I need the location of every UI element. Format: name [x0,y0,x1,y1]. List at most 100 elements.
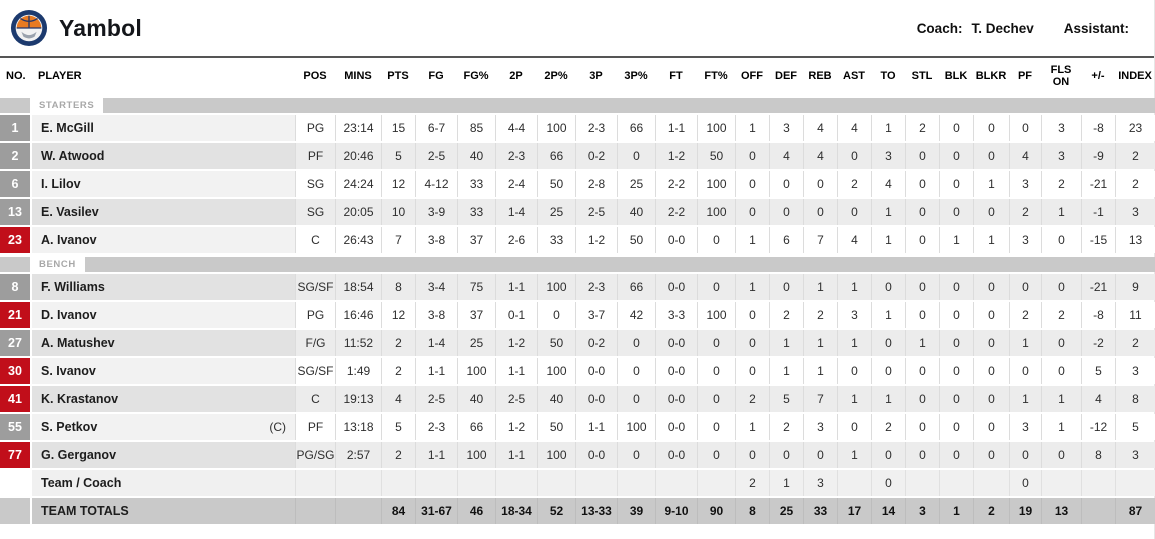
stat-2p: 4-4 [495,115,537,141]
stat-index: 2 [1115,171,1155,197]
stat-off: 1 [735,274,769,300]
column-header-player: PLAYER [38,70,82,82]
stat-index: 2 [1115,330,1155,356]
stat-off: 0 [735,302,769,328]
stat-pf: 4 [1009,143,1041,169]
stat-ast: 1 [837,386,871,412]
stat-2ppct: 50 [537,414,575,440]
column-header-mins: MINS [344,70,372,82]
section-bar-fill [103,98,1155,113]
stat-ast: 1 [837,330,871,356]
column-header-3p: 3P [589,70,603,82]
stat-3p: 1-2 [575,227,617,253]
mins-cell: 19:13 [335,386,381,412]
pos-cell [295,498,335,524]
coach-info: Coach: T. Dechev Assistant: [917,21,1138,36]
stat-to: 0 [871,442,905,468]
stat-def: 1 [769,470,803,496]
stat-pf: 2 [1009,302,1041,328]
stat-off: 1 [735,115,769,141]
stat-fls-on [1041,470,1081,496]
stat-ast: 3 [837,302,871,328]
stat-2ppct: 100 [537,274,575,300]
stat-index: 5 [1115,414,1155,440]
jersey-number-badge: 2 [0,143,30,169]
stat-def: 0 [769,199,803,225]
stat-off: 1 [735,227,769,253]
mins-cell: 1:49 [335,358,381,384]
stat-to: 3 [871,143,905,169]
stat-stl: 2 [905,115,939,141]
stat-blkr: 0 [973,199,1009,225]
stat-blkr [973,470,1009,496]
stat-ftpct: 0 [697,227,735,253]
stat-ftpct: 0 [697,330,735,356]
mins-cell: 23:14 [335,115,381,141]
stat-pts: 7 [381,227,415,253]
stat-blk: 0 [939,330,973,356]
stat-stl: 0 [905,171,939,197]
section-starters: STARTERS [0,98,1155,113]
player-row: 2 W. Atwood PF 20:46 5 2-5 40 2-3 66 0-2 0 1-2 50 0 4 4… [0,143,1155,169]
stat-fls-on: 0 [1041,442,1081,468]
stat-ft: 9-10 [655,498,697,524]
stat-2ppct [537,470,575,496]
assistant-label: Assistant: [1063,20,1129,36]
stat-blk: 0 [939,171,973,197]
stat-fls-on: 0 [1041,227,1081,253]
stat-ftpct: 0 [697,442,735,468]
stat-reb: 0 [803,171,837,197]
stat-fg: 1-1 [415,442,457,468]
pos-cell: C [295,386,335,412]
pos-cell: SG [295,199,335,225]
stat-ast: 1 [837,442,871,468]
stat-blkr: 0 [973,414,1009,440]
stat-2ppct: 40 [537,386,575,412]
stat-off: 0 [735,358,769,384]
column-header-reb: REB [808,70,832,82]
stat-3ppct: 100 [617,414,655,440]
column-header-ft: FT [669,70,683,82]
stat-2p: 1-2 [495,330,537,356]
stat-2p: 18-34 [495,498,537,524]
stat-fgpct: 40 [457,386,495,412]
stat-index: 87 [1115,498,1155,524]
stat-fls-on: 1 [1041,386,1081,412]
stat-def: 3 [769,115,803,141]
player-name: S. Petkov [41,420,98,434]
stat-index: 3 [1115,199,1155,225]
stat-to: 1 [871,386,905,412]
stat-3p: 1-1 [575,414,617,440]
player-cell: E. McGill [32,115,295,141]
mins-cell: 20:46 [335,143,381,169]
stat-blk: 0 [939,143,973,169]
stat-index: 11 [1115,302,1155,328]
stat-off: 0 [735,143,769,169]
mins-cell: 11:52 [335,330,381,356]
stat-2ppct: 50 [537,330,575,356]
stat-index [1115,470,1155,496]
stat-to: 0 [871,470,905,496]
stat-blk: 0 [939,199,973,225]
stat-reb: 3 [803,470,837,496]
stat-ast [837,470,871,496]
stat-pts: 4 [381,386,415,412]
stat-stl: 0 [905,442,939,468]
stat-ast: 0 [837,358,871,384]
stat-pf: 0 [1009,115,1041,141]
stat-fgpct: 37 [457,302,495,328]
column-header-blk: BLK [944,70,968,82]
stat-plus-minus: 5 [1081,358,1115,384]
stat-ft: 0-0 [655,442,697,468]
stat-3ppct: 39 [617,498,655,524]
stat-3p: 3-7 [575,302,617,328]
stat-ftpct: 0 [697,358,735,384]
captain-marker: (C) [269,420,286,434]
stat-ft: 2-2 [655,171,697,197]
stat-stl [905,470,939,496]
stat-pf: 3 [1009,171,1041,197]
stat-3ppct [617,470,655,496]
stat-2ppct: 66 [537,143,575,169]
stat-pts: 12 [381,171,415,197]
stat-2p [495,470,537,496]
